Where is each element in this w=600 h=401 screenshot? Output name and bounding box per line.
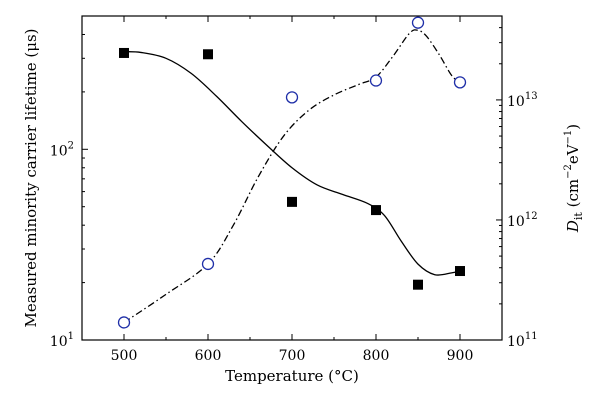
dit-fit-curve — [123, 29, 461, 323]
lifetime-marker — [455, 266, 465, 277]
lifetime-marker — [203, 49, 213, 60]
data-markers — [117, 16, 467, 329]
lifetime-marker — [371, 205, 381, 216]
right-y-tick-label: 1012 — [507, 211, 538, 230]
x-tick-label: 600 — [195, 348, 222, 364]
dit-marker — [285, 91, 299, 104]
lifetime-marker — [119, 47, 129, 58]
x-axis-title: Temperature (°C) — [225, 367, 359, 385]
x-tick-label: 800 — [363, 348, 390, 364]
plot-frame — [81, 15, 503, 341]
left-y-axis-title: Measured minority carrier lifetime (μs) — [22, 28, 40, 327]
left-y-tick-label: 101 — [50, 331, 74, 350]
x-tick-label: 700 — [279, 348, 306, 364]
fit-curves — [123, 29, 461, 323]
lifetime-marker — [413, 279, 423, 290]
x-axis-ticks: 500 600 700 800 900 — [81, 16, 503, 364]
left-y-axis-ticks: 101 102 — [50, 15, 88, 350]
dit-marker — [411, 16, 425, 29]
right-y-tick-label: 1011 — [507, 331, 538, 350]
right-y-tick-label: 1013 — [507, 91, 538, 110]
x-tick-label: 900 — [447, 348, 474, 364]
x-tick-label: 500 — [111, 348, 138, 364]
dit-marker — [117, 316, 131, 329]
right-y-axis-ticks: 1011 1012 1013 — [496, 15, 538, 350]
dit-marker — [201, 257, 215, 271]
dit-marker — [369, 74, 383, 87]
left-y-tick-label: 102 — [50, 140, 74, 159]
right-y-axis-title: Dit (cm−2eV−1) — [563, 124, 585, 233]
dit-marker — [453, 76, 467, 89]
lifetime-fit-curve — [123, 51, 461, 276]
lifetime-marker — [287, 196, 297, 207]
